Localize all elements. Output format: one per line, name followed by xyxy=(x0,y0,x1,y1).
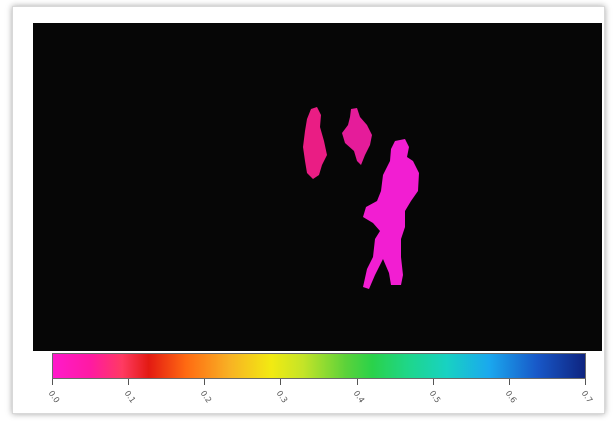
colorbar-tick-label: 0.0 xyxy=(46,389,62,405)
colorbar-tick xyxy=(128,379,129,385)
colorbar-tick xyxy=(52,379,53,385)
thermal-image-canvas xyxy=(303,107,419,289)
colorbar-tick-label: 0.2 xyxy=(198,389,214,405)
colorbar-tick xyxy=(509,379,510,385)
thermal-image-view xyxy=(33,23,602,351)
heat-blob-middle xyxy=(342,108,372,165)
colorbar-tick-label: 0.5 xyxy=(427,389,443,405)
colorbar-tick-label: 0.3 xyxy=(274,389,290,405)
colorbar-tick xyxy=(357,379,358,385)
colorbar-tick-label: 0.7 xyxy=(579,389,595,405)
colorbar-tick xyxy=(204,379,205,385)
colorbar-tick-label: 0.1 xyxy=(122,389,138,405)
colorbar-tick-label: 0.4 xyxy=(351,389,367,405)
heat-blob-person xyxy=(363,139,419,289)
color-scale-bar xyxy=(52,353,586,379)
heat-blob-left xyxy=(303,107,327,179)
colorbar-tick xyxy=(585,379,586,385)
color-scale-axis: 0.0 0.1 0.2 0.3 0.4 0.5 0.6 0.7 xyxy=(47,379,594,417)
colorbar-tick xyxy=(280,379,281,385)
colorbar-tick xyxy=(433,379,434,385)
viewer-panel: 0.0 0.1 0.2 0.3 0.4 0.5 0.6 0.7 xyxy=(12,6,605,414)
colorbar-tick-label: 0.6 xyxy=(503,389,519,405)
